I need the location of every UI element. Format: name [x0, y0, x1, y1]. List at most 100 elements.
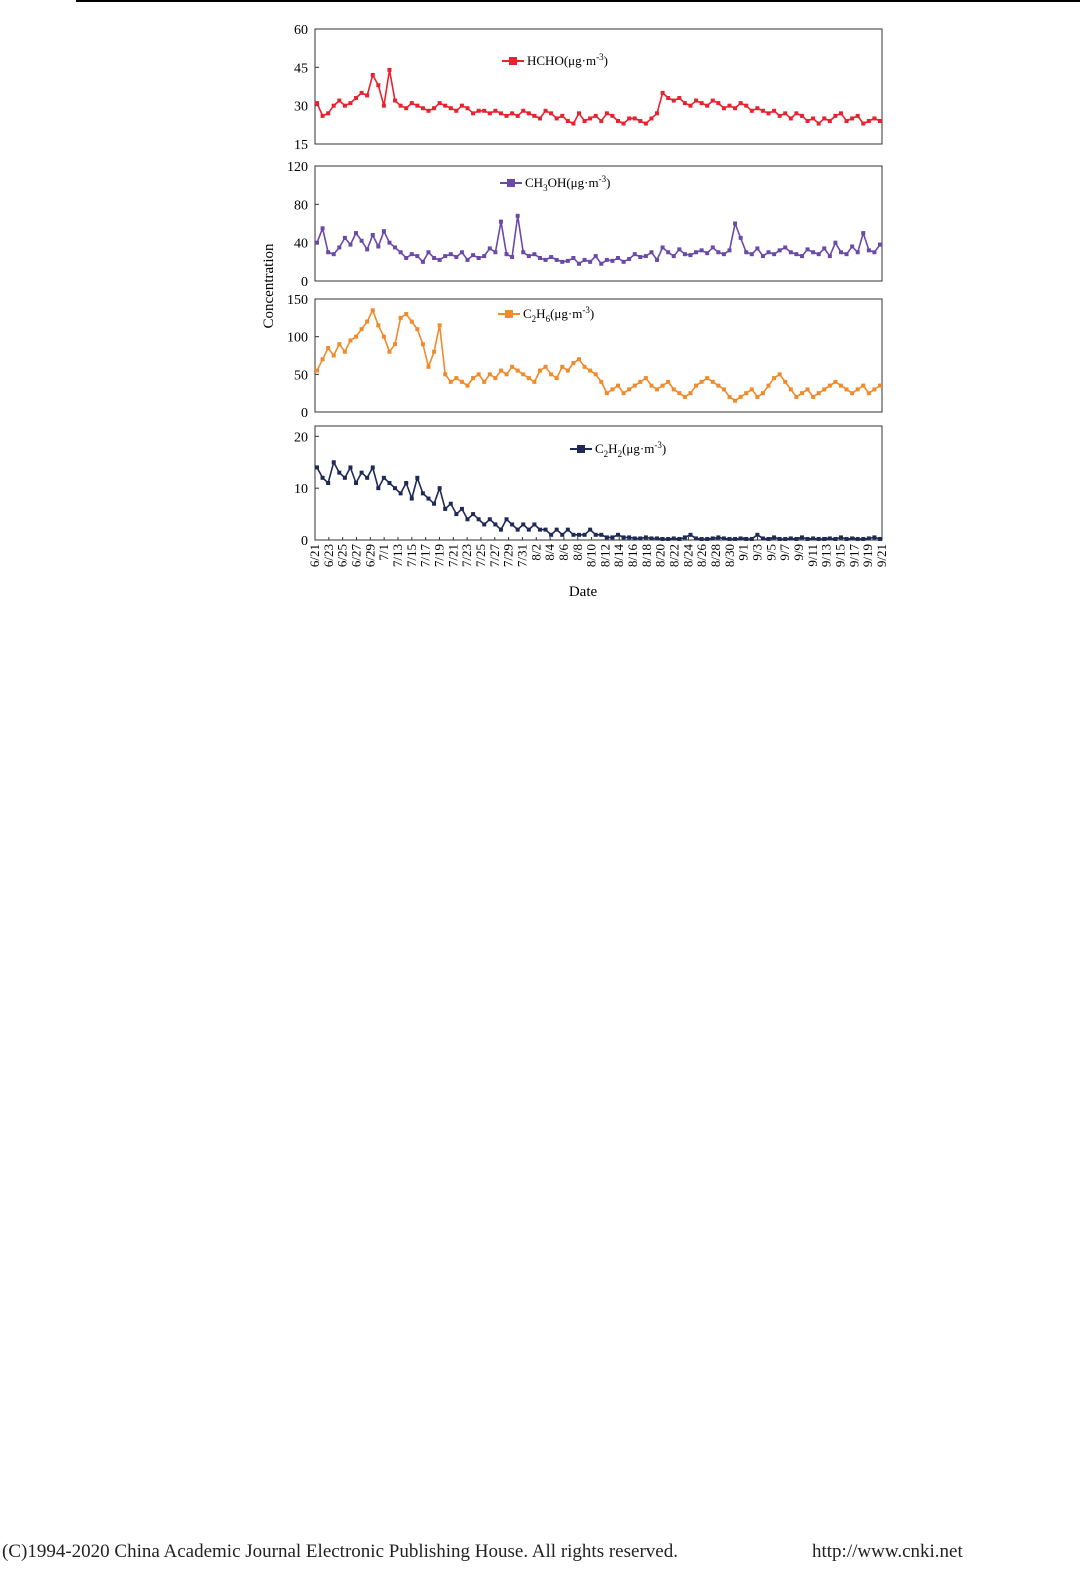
data-point [772, 252, 777, 257]
data-point [655, 387, 660, 392]
data-point [387, 481, 392, 485]
data-point [437, 323, 442, 328]
panel-frame [314, 165, 883, 282]
data-point [448, 252, 453, 257]
data-point [811, 116, 816, 121]
data-point [744, 103, 749, 108]
data-point [487, 372, 492, 377]
x-tick-label: 8/20 [653, 544, 668, 567]
data-point [716, 250, 721, 255]
data-point [381, 334, 386, 339]
x-tick-label: 7/25 [473, 544, 488, 567]
data-point [710, 379, 715, 384]
x-tick-label: 8/14 [611, 544, 626, 568]
data-point [827, 119, 832, 123]
data-point [404, 312, 409, 317]
data-point [616, 532, 621, 537]
data-point [560, 364, 565, 369]
data-point [677, 96, 682, 100]
data-point [677, 536, 682, 541]
data-point [666, 96, 671, 100]
data-point [733, 536, 738, 541]
data-point [660, 245, 665, 250]
data-point [493, 376, 498, 381]
data-point [515, 368, 520, 373]
data-point [688, 391, 693, 396]
data-point [354, 481, 359, 485]
data-point [387, 67, 392, 72]
x-tick-label: 7/19 [431, 544, 446, 567]
data-point [682, 101, 687, 106]
x-tick-label: 6/25 [335, 544, 350, 567]
x-axis: 6/216/236/256/276/297/17/137/157/177/197… [307, 537, 889, 567]
x-tick-label: 9/21 [874, 544, 889, 567]
data-point [861, 383, 866, 388]
legend-marker [577, 445, 585, 453]
x-tick-label: 6/23 [321, 544, 336, 567]
data-point [616, 256, 621, 260]
data-point [337, 342, 342, 347]
data-point [537, 116, 542, 121]
data-point [716, 383, 721, 388]
data-point [833, 536, 838, 541]
data-point [721, 252, 726, 257]
data-point [783, 379, 788, 384]
data-point [560, 113, 565, 118]
data-point [850, 116, 855, 121]
data-point [543, 527, 548, 532]
data-point [476, 517, 481, 522]
data-point [576, 357, 581, 362]
data-point [755, 246, 760, 251]
legend: HCHO(μg·m-3) [502, 52, 608, 68]
data-point [599, 261, 604, 266]
data-point [738, 536, 743, 541]
data-point [593, 532, 598, 537]
data-point [777, 536, 782, 541]
data-point [838, 383, 843, 388]
data-point [532, 113, 537, 118]
data-point [387, 240, 392, 245]
data-point [878, 536, 882, 541]
x-tick-label: 6/29 [362, 544, 377, 567]
data-point [560, 259, 565, 264]
data-point [699, 101, 704, 106]
data-point [482, 522, 487, 527]
data-point [476, 256, 481, 260]
data-point [515, 213, 520, 218]
panel-1: 15 30 45 60 HCHO(μg·m-3) [294, 23, 883, 153]
data-point [655, 111, 660, 116]
data-point [498, 219, 503, 224]
data-point [359, 90, 364, 95]
data-point [861, 121, 866, 126]
data-point [476, 372, 481, 377]
data-point [420, 491, 425, 496]
x-tick-label: 9/19 [860, 544, 875, 567]
data-point [794, 394, 799, 399]
data-point [811, 394, 816, 399]
data-point [521, 522, 526, 527]
data-point [348, 465, 353, 470]
data-point [510, 111, 515, 116]
data-point [777, 113, 782, 118]
data-point [326, 345, 331, 350]
data-point [616, 119, 621, 123]
data-point [342, 235, 347, 240]
data-point [404, 481, 409, 485]
data-point [822, 246, 827, 251]
data-point [721, 387, 726, 392]
data-point [760, 391, 765, 396]
data-point [749, 387, 754, 392]
legend-marker [505, 310, 513, 318]
data-point [354, 334, 359, 339]
data-point [660, 536, 665, 541]
x-axis-title: Date [569, 584, 598, 600]
data-point [710, 536, 715, 541]
x-tick-label: 8/24 [680, 544, 695, 568]
data-point [816, 391, 821, 396]
data-point [320, 357, 325, 362]
x-tick-label: 7/13 [390, 544, 405, 567]
data-point [576, 532, 581, 537]
legend: C2H2(μg·m-3) [570, 440, 666, 459]
data-point [404, 106, 409, 111]
data-point [315, 465, 319, 470]
